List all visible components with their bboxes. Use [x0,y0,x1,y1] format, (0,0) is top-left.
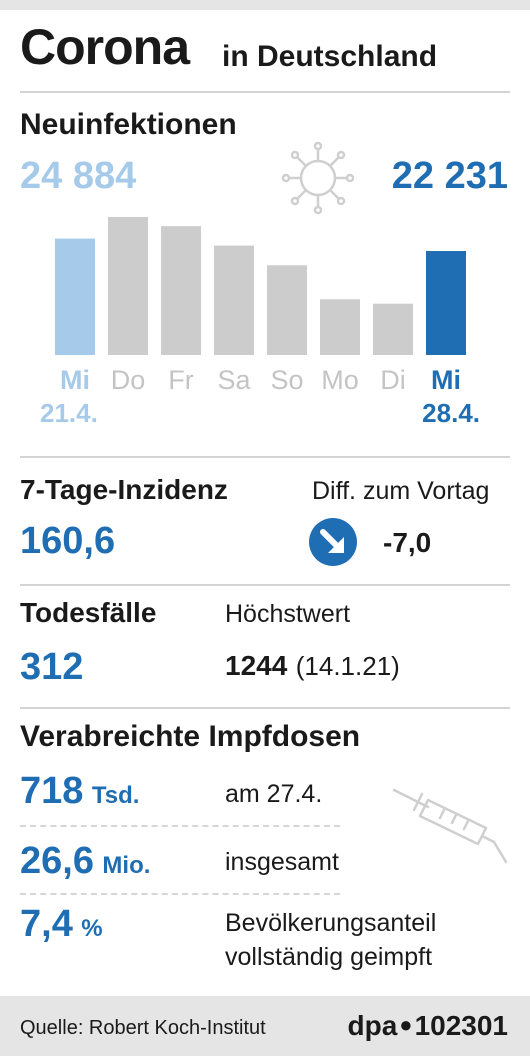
divider [20,91,510,93]
source-label: Quelle: Robert Koch-Institut [20,1017,266,1039]
impfdosen-total-unit: Mio. [102,852,151,879]
neuinfektionen-start-value: 24 884 [20,155,137,197]
bar-do-1 [108,216,148,355]
divider [20,456,510,458]
tick-label-mi-7: Mi [431,365,461,395]
agency-number: 102301 [414,1010,508,1041]
footer [0,996,530,1056]
start-date-label: 21.4. [40,398,98,428]
syringe-icon [392,788,508,864]
divider [20,707,510,709]
impfdosen-total-value: 26,6 [20,840,94,882]
page-title: Corona [20,19,190,75]
agency-name: dpa [347,1010,398,1041]
impfdosen-share: 7,4 % [20,905,103,943]
bar-di-6 [373,303,413,355]
todesfaelle-value: 312 [20,646,84,688]
virus-icon [281,141,355,215]
tick-label-do-1: Do [111,365,146,395]
bar-sa-3 [214,245,254,355]
hoechstwert-value: 1244 [225,650,288,681]
inzidenz-title: 7-Tage-Inzidenz [20,474,228,505]
diff-label: Diff. zum Vortag [312,477,490,505]
hoechstwert-label: Höchstwert [225,600,351,628]
dashed-divider [20,893,340,895]
inzidenz-value: 160,6 [20,520,116,562]
diff-value: -7,0 [383,527,432,558]
bar-so-4 [267,265,307,355]
impfdosen-daily-label: am 27.4. [225,780,323,808]
bar-fr-2 [161,226,201,355]
impfdosen-daily-unit: Tsd. [91,782,140,809]
impfdosen-share-label2: vollständig geimpft [225,943,433,971]
hoechstwert-date: (14.1.21) [295,651,400,681]
bar-mi-7 [426,251,466,355]
tick-label-fr-2: Fr [168,365,193,395]
todesfaelle-title: Todesfälle [20,597,157,628]
impfdosen-daily: 718 Tsd. [20,772,139,810]
end-date-label: 28.4. [422,398,480,428]
bar-mi-0 [55,238,95,355]
neuinfektionen-bar-chart: Mi Do Fr Sa So Mo Di Mi [55,216,466,395]
impfdosen-share-label: Bevölkerungsanteil [225,909,437,937]
arrow-down-right-icon [309,518,357,566]
bar-mo-5 [320,299,360,355]
impfdosen-share-value: 7,4 [20,903,73,945]
tick-label-mo-5: Mo [321,365,359,395]
neuinfektionen-title: Neuinfektionen [20,108,237,141]
impfdosen-total: 26,6 Mio. [20,842,150,880]
page-subtitle: in Deutschland [222,40,438,73]
neuinfektionen-end-value: 22 231 [391,155,508,197]
tick-label-so-4: So [270,365,303,395]
impfdosen-title: Verabreichte Impfdosen [20,720,361,753]
agency-dot: ● [399,1012,413,1037]
top-bar [0,0,530,10]
tick-label-mi-0: Mi [60,365,90,395]
divider [20,584,510,586]
hoechstwert: 1244 (14.1.21) [225,652,400,680]
impfdosen-share-unit: % [81,915,103,942]
tick-label-di-6: Di [380,365,406,395]
agency-code: dpa●102301 [347,1012,508,1040]
tick-label-sa-3: Sa [217,365,251,395]
impfdosen-daily-value: 718 [20,770,84,812]
dashed-divider [20,825,340,827]
impfdosen-total-label: insgesamt [225,848,339,876]
